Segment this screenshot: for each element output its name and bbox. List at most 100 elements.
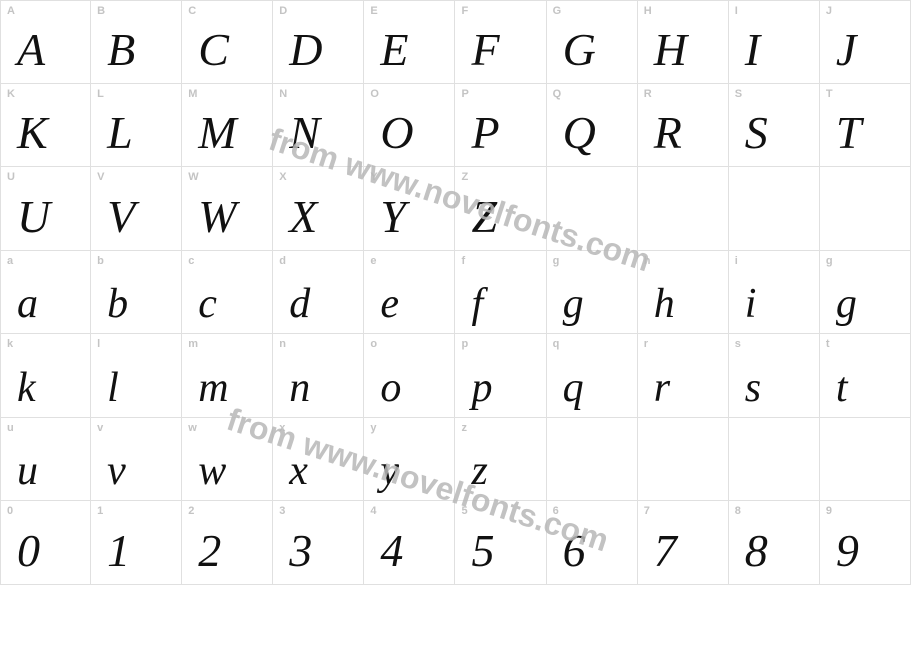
glyph-cell: XX [273,167,364,251]
cell-label: u [7,422,14,434]
cell-label: C [188,5,196,17]
cell-label: p [461,338,468,350]
cell-glyph: y [380,450,399,492]
cell-glyph: h [654,283,675,325]
cell-label: U [7,171,15,183]
glyph-cell: UU [0,167,91,251]
glyph-cell: bb [91,251,182,335]
cell-glyph: s [745,367,761,409]
glyph-cell: TT [820,84,911,168]
cell-glyph: W [198,194,236,240]
cell-label: S [735,88,742,100]
cell-label: F [461,5,468,17]
glyph-cell: hh [638,251,729,335]
glyph-cell: FF [455,0,546,84]
glyph-cell: OO [364,84,455,168]
cell-glyph: Z [471,194,497,240]
glyph-cell [820,418,911,502]
glyph-cell: aa [0,251,91,335]
cell-glyph: c [198,283,217,325]
glyph-cell [638,167,729,251]
glyph-cell: 77 [638,501,729,585]
cell-glyph: p [471,367,492,409]
cell-label: d [279,255,286,267]
glyph-cell: gg [820,251,911,335]
cell-label: Q [553,88,562,100]
glyph-cell: DD [273,0,364,84]
glyph-cell: ZZ [455,167,546,251]
glyph-cell: MM [182,84,273,168]
glyph-cell: AA [0,0,91,84]
cell-label: 8 [735,505,741,517]
cell-glyph: G [563,27,596,73]
cell-label: A [7,5,15,17]
cell-glyph: C [198,27,229,73]
cell-glyph: P [471,110,499,156]
cell-label: o [370,338,377,350]
cell-glyph: z [471,450,487,492]
cell-label: g [553,255,560,267]
glyph-cell: CC [182,0,273,84]
glyph-cell [547,418,638,502]
cell-label: K [7,88,15,100]
glyph-cell: WW [182,167,273,251]
cell-label: B [97,5,105,17]
cell-glyph: 0 [17,528,40,574]
cell-glyph: k [17,367,36,409]
cell-label: g [826,255,833,267]
cell-glyph: m [198,367,228,409]
cell-label: 4 [370,505,376,517]
cell-glyph: 8 [745,528,768,574]
cell-label: H [644,5,652,17]
cell-label: X [279,171,286,183]
glyph-cell: mm [182,334,273,418]
cell-glyph: i [745,283,757,325]
glyph-cell: PP [455,84,546,168]
cell-label: t [826,338,830,350]
cell-glyph: 1 [107,528,130,574]
cell-glyph: V [107,194,135,240]
cell-label: l [97,338,100,350]
cell-glyph: T [836,110,862,156]
cell-label: e [370,255,376,267]
cell-label: 7 [644,505,650,517]
cell-label: R [644,88,652,100]
glyph-cell: VV [91,167,182,251]
cell-glyph: b [107,283,128,325]
glyph-cell: BB [91,0,182,84]
cell-label: 9 [826,505,832,517]
cell-label: E [370,5,377,17]
glyph-cell: 44 [364,501,455,585]
glyph-cell: xx [273,418,364,502]
glyph-cell: ii [729,251,820,335]
cell-label: W [188,171,198,183]
cell-glyph: B [107,27,135,73]
cell-glyph: 9 [836,528,859,574]
cell-glyph: M [198,110,236,156]
glyph-cell: pp [455,334,546,418]
glyph-cell: 33 [273,501,364,585]
glyph-cell [729,418,820,502]
cell-glyph: u [17,450,38,492]
cell-glyph: U [17,194,50,240]
cell-glyph: A [17,27,45,73]
cell-glyph: 2 [198,528,221,574]
cell-label: N [279,88,287,100]
glyph-cell: qq [547,334,638,418]
glyph-cell: nn [273,334,364,418]
cell-glyph: r [654,367,670,409]
glyph-cell: II [729,0,820,84]
glyph-cell: GG [547,0,638,84]
cell-glyph: n [289,367,310,409]
glyph-cell: 66 [547,501,638,585]
cell-label: s [735,338,741,350]
cell-label: n [279,338,286,350]
glyph-cell: kk [0,334,91,418]
cell-glyph: I [745,27,760,73]
cell-glyph: F [471,27,499,73]
cell-glyph: l [107,367,119,409]
glyph-cell: 55 [455,501,546,585]
glyph-cell: LL [91,84,182,168]
cell-label: 1 [97,505,103,517]
cell-label: L [97,88,104,100]
